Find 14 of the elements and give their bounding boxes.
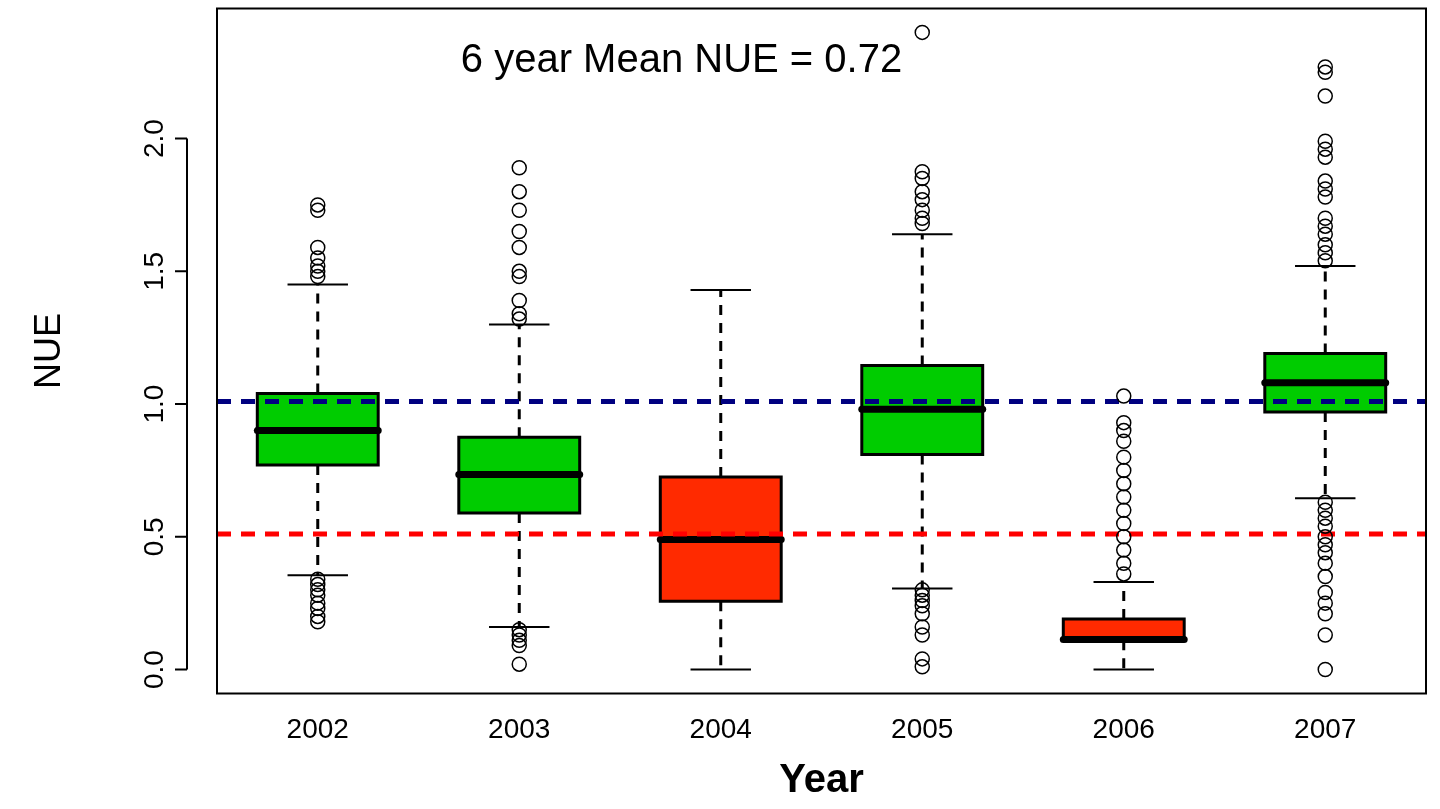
y-axis-title: NUE	[26, 312, 68, 389]
text: 6 year Mean NUE = 0.72	[460, 35, 903, 80]
x-tick-label: 2005	[891, 712, 954, 744]
y-tick-label: 1.0	[137, 384, 169, 424]
y-tick-label: 2.0	[137, 119, 169, 159]
x-axis-title: Year	[779, 756, 864, 801]
y-tick-label: 1.5	[137, 251, 169, 291]
y-tick-label: 0.5	[137, 517, 169, 557]
x-tick-label: 2004	[689, 712, 752, 744]
x-tick-label: 2007	[1294, 712, 1357, 744]
y-tick-label: 0.0	[137, 650, 169, 689]
x-tick-label: 2003	[488, 712, 551, 744]
x-tick-label: 2006	[1092, 712, 1155, 744]
x-tick-label: 2002	[286, 712, 349, 744]
